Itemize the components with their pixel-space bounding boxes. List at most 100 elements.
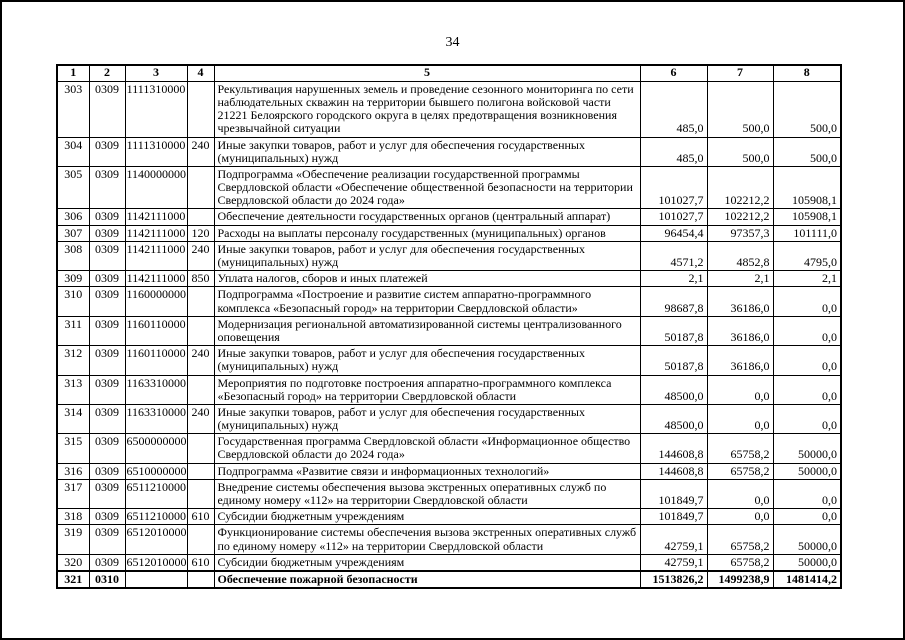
- table-row: 312 0309 1160110000 240 Иные закупки товаров…: [56, 345, 842, 376]
- section-code-cell: 0309: [88, 224, 126, 242]
- target-article-cell: 1142111000: [124, 208, 188, 226]
- target-article-cell: 6512010000: [124, 553, 188, 572]
- expense-type-cell: [186, 524, 215, 555]
- amount-year1-cell: 48500,0: [639, 403, 708, 435]
- amount-year2-cell: 1499238,9: [706, 569, 774, 590]
- amount-year1-cell: 42759,1: [639, 524, 708, 555]
- description-cell: Иные закупки товаров, работ и услуг для …: [213, 240, 641, 272]
- row-number-cell: 304: [56, 136, 90, 167]
- amount-year2-cell: 36186,0: [706, 315, 774, 347]
- section-code-cell: 0309: [88, 345, 126, 376]
- section-code-cell: 0309: [88, 508, 126, 526]
- expense-type-cell: 240: [186, 403, 215, 435]
- amount-year2-cell: 500,0: [706, 136, 774, 167]
- section-code-cell: 0309: [88, 524, 126, 555]
- amount-year1-cell: 101849,7: [639, 508, 708, 526]
- expense-type-cell: 120: [186, 224, 215, 242]
- expense-type-cell: 240: [186, 136, 215, 167]
- row-number-cell: 316: [56, 462, 90, 480]
- amount-year1-cell: 144608,8: [639, 462, 708, 480]
- target-article-cell: 1142111000: [124, 270, 188, 288]
- column-header: 4: [186, 64, 215, 82]
- table-row: 317 0309 6511210000 Внедрение системы обесп…: [56, 478, 842, 510]
- table-row: 311 0309 1160110000 Модернизация региональн…: [56, 315, 842, 347]
- table-row: 314 0309 1163310000 240 Иные закупки товаров…: [56, 403, 842, 435]
- row-number-cell: 317: [56, 478, 90, 510]
- column-header: 3: [124, 64, 188, 82]
- expense-type-cell: 240: [186, 240, 215, 272]
- target-article-cell: [124, 569, 188, 590]
- amount-year3-cell: 0,0: [772, 315, 842, 347]
- amount-year3-cell: 2,1: [772, 270, 842, 288]
- amount-year3-cell: 0,0: [772, 508, 842, 526]
- row-number-cell: 314: [56, 403, 90, 435]
- amount-year3-cell: 0,0: [772, 345, 842, 376]
- row-number-cell: 308: [56, 240, 90, 272]
- column-header: 5: [213, 64, 641, 82]
- amount-year2-cell: 0,0: [706, 403, 774, 435]
- amount-year3-cell: 50000,0: [772, 462, 842, 480]
- expense-type-cell: [186, 478, 215, 510]
- section-code-cell: 0309: [88, 433, 126, 464]
- table-row: 307 0309 1142111000 120 Расходы на выплаты п…: [56, 224, 842, 242]
- amount-year2-cell: 0,0: [706, 508, 774, 526]
- expense-type-cell: [186, 462, 215, 480]
- row-number-cell: 318: [56, 508, 90, 526]
- amount-year1-cell: 1513826,2: [639, 569, 708, 590]
- target-article-cell: 6511210000: [124, 478, 188, 510]
- expense-type-cell: [186, 315, 215, 347]
- table-row: 305 0309 1140000000 Подпрограмма «Обеспечен…: [56, 165, 842, 210]
- section-code-cell: 0309: [88, 80, 126, 138]
- amount-year3-cell: 50000,0: [772, 553, 842, 572]
- target-article-cell: 6510000000: [124, 462, 188, 480]
- row-number-cell: 315: [56, 433, 90, 464]
- target-article-cell: 6500000000: [124, 433, 188, 464]
- amount-year1-cell: 144608,8: [639, 433, 708, 464]
- amount-year2-cell: 500,0: [706, 80, 774, 138]
- amount-year2-cell: 0,0: [706, 374, 774, 405]
- amount-year1-cell: 101027,7: [639, 208, 708, 226]
- description-cell: Субсидии бюджетным учреждениям: [213, 553, 641, 572]
- amount-year1-cell: 98687,8: [639, 286, 708, 317]
- amount-year1-cell: 42759,1: [639, 553, 708, 572]
- target-article-cell: 1160000000: [124, 286, 188, 317]
- row-number-cell: 306: [56, 208, 90, 226]
- amount-year1-cell: 485,0: [639, 80, 708, 138]
- amount-year3-cell: 4795,0: [772, 240, 842, 272]
- row-number-cell: 310: [56, 286, 90, 317]
- table-row: 303 0309 1111310000 Рекультивация нарушенны…: [56, 80, 842, 138]
- row-number-cell: 319: [56, 524, 90, 555]
- description-cell: Рекультивация нарушенных земель и провед…: [213, 80, 641, 138]
- row-number-cell: 307: [56, 224, 90, 242]
- amount-year1-cell: 2,1: [639, 270, 708, 288]
- page-number: 34: [445, 35, 460, 50]
- description-cell: Подпрограмма «Построение и развитие сист…: [213, 286, 641, 317]
- target-article-cell: 1140000000: [124, 165, 188, 210]
- description-cell: Обеспечение пожарной безопасности: [213, 569, 641, 590]
- amount-year3-cell: 500,0: [772, 136, 842, 167]
- amount-year1-cell: 485,0: [639, 136, 708, 167]
- target-article-cell: 1111310000: [124, 136, 188, 167]
- column-header: 1: [56, 64, 90, 82]
- table-row: 318 0309 6511210000 610 Субсидии бюджетным у…: [56, 508, 842, 526]
- description-cell: Иные закупки товаров, работ и услуг для …: [213, 345, 641, 376]
- table-row: 316 0309 6510000000 Подпрограмма «Развитие …: [56, 462, 842, 480]
- row-number-cell: 311: [56, 315, 90, 347]
- amount-year3-cell: 0,0: [772, 286, 842, 317]
- expense-type-cell: 610: [186, 553, 215, 572]
- expense-type-cell: [186, 374, 215, 405]
- description-cell: Государственная программа Свердловской о…: [213, 433, 641, 464]
- row-number-cell: 321: [56, 569, 90, 590]
- target-article-cell: 1160110000: [124, 315, 188, 347]
- table-row: 309 0309 1142111000 850 Уплата налогов, сбор…: [56, 270, 842, 288]
- table-row: 321 0310 Обеспечение пожарной безопасности…: [56, 569, 842, 590]
- amount-year3-cell: 500,0: [772, 80, 842, 138]
- description-cell: Иные закупки товаров, работ и услуг для …: [213, 403, 641, 435]
- table-row: 313 0309 1163310000 Мероприятия по подготов…: [56, 374, 842, 405]
- row-number-cell: 312: [56, 345, 90, 376]
- column-header: 8: [772, 64, 842, 82]
- table-row: 315 0309 6500000000 Государственная програм…: [56, 433, 842, 464]
- column-header: 7: [706, 64, 774, 82]
